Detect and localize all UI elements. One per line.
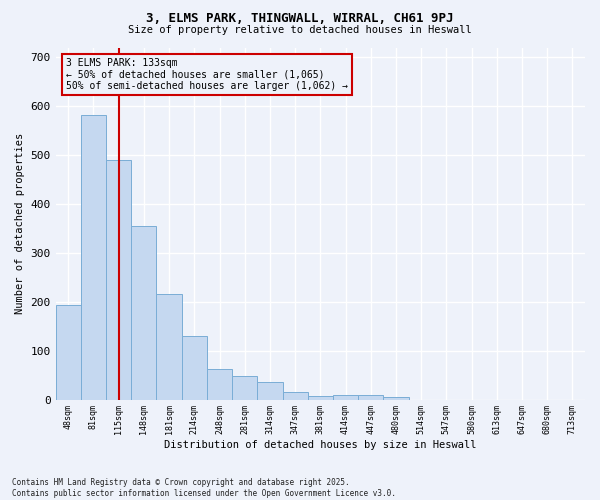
Bar (182, 336, 207, 400)
X-axis label: Distribution of detached houses by size in Heswall: Distribution of detached houses by size … (164, 440, 476, 450)
Bar (106, 160, 131, 400)
Bar (257, 382, 283, 400)
Bar (157, 294, 182, 400)
Text: Size of property relative to detached houses in Heswall: Size of property relative to detached ho… (128, 25, 472, 35)
Bar (283, 392, 308, 400)
Y-axis label: Number of detached properties: Number of detached properties (15, 133, 25, 314)
Bar (383, 397, 409, 400)
Text: 3 ELMS PARK: 133sqm
← 50% of detached houses are smaller (1,065)
50% of semi-det: 3 ELMS PARK: 133sqm ← 50% of detached ho… (66, 58, 348, 92)
Bar (333, 394, 358, 400)
Text: Contains HM Land Registry data © Crown copyright and database right 2025.
Contai: Contains HM Land Registry data © Crown c… (12, 478, 396, 498)
Bar (207, 369, 232, 400)
Text: 3, ELMS PARK, THINGWALL, WIRRAL, CH61 9PJ: 3, ELMS PARK, THINGWALL, WIRRAL, CH61 9P… (146, 12, 454, 26)
Bar (308, 396, 333, 400)
Bar (131, 226, 157, 400)
Bar (56, 305, 81, 400)
Bar (232, 376, 257, 400)
Bar (81, 115, 106, 400)
Bar (358, 395, 383, 400)
